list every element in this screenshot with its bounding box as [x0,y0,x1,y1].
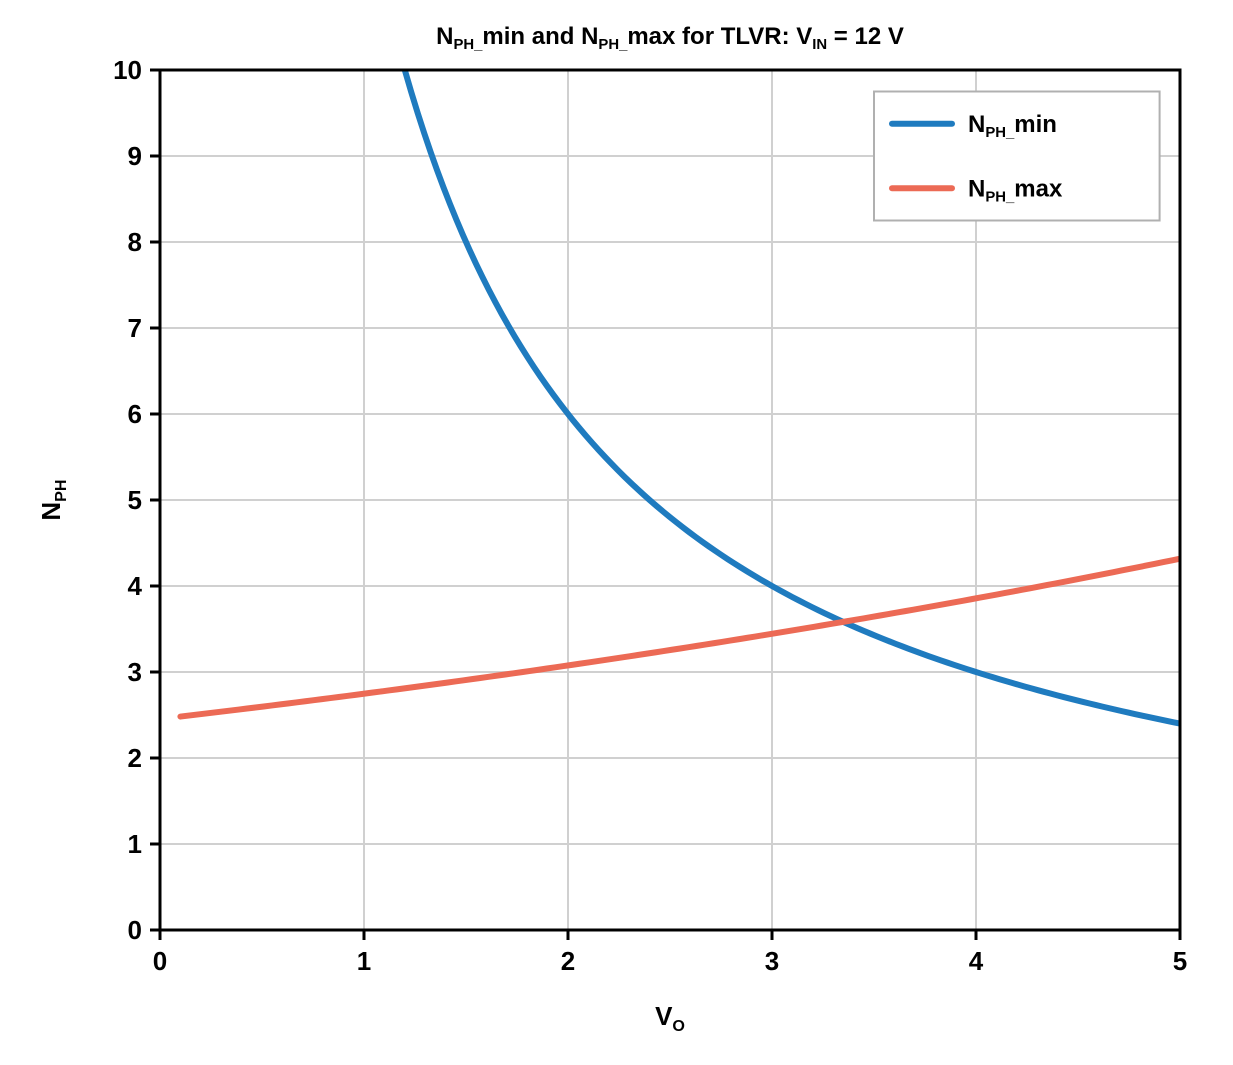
svg-text:8: 8 [128,227,142,257]
svg-text:2: 2 [561,946,575,976]
svg-text:1: 1 [128,829,142,859]
chart-title: NPH_min and NPH_max for TLVR: VIN = 12 V [436,23,904,53]
svg-text:10: 10 [113,55,142,85]
svg-text:4: 4 [969,946,984,976]
svg-text:6: 6 [128,399,142,429]
svg-text:4: 4 [128,571,143,601]
svg-text:5: 5 [128,485,142,515]
legend-item-nph_max: NPH_max [968,175,1063,205]
svg-text:1: 1 [357,946,371,976]
legend: NPH_minNPH_max [874,92,1160,221]
svg-text:3: 3 [128,657,142,687]
svg-text:9: 9 [128,141,142,171]
svg-text:2: 2 [128,743,142,773]
svg-text:7: 7 [128,313,142,343]
svg-text:0: 0 [128,915,142,945]
svg-text:0: 0 [153,946,167,976]
svg-text:5: 5 [1173,946,1187,976]
svg-text:3: 3 [765,946,779,976]
